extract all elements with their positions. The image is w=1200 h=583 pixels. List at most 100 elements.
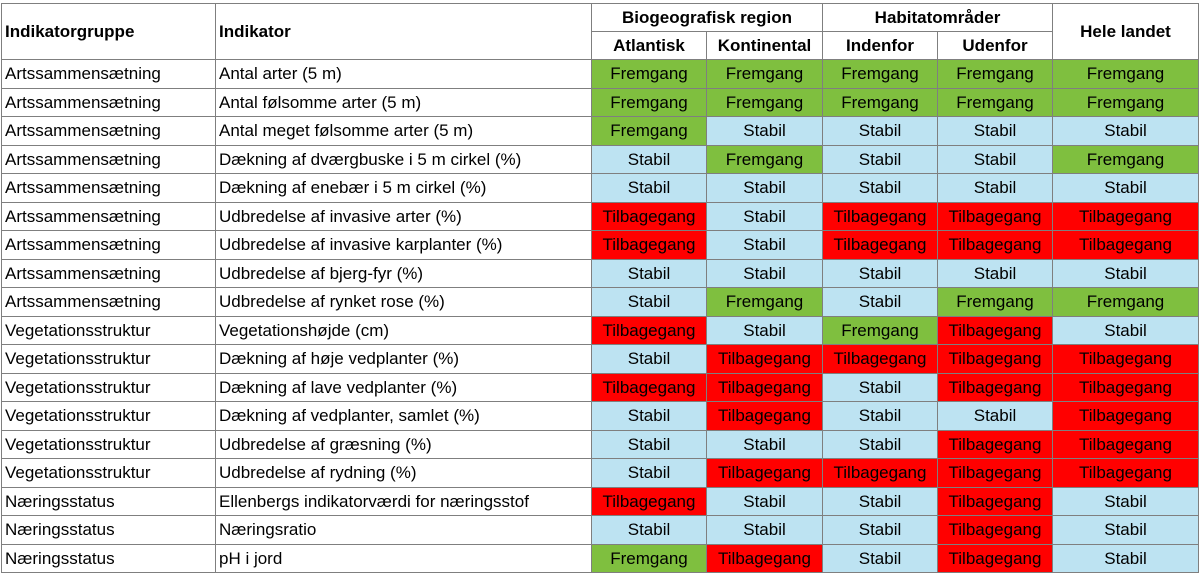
indicator-group-cell: Vegetationsstruktur xyxy=(1,344,216,374)
table-row: Vegetationsstruktur Vegetationshøjde (cm)… xyxy=(1,315,1199,345)
status-cell-whole-country: Tilbagegang xyxy=(1052,372,1199,402)
status-cell-whole-country: Stabil xyxy=(1052,116,1199,146)
indicator-group-cell: Artssammensætning xyxy=(1,87,216,117)
status-cell-outside: Stabil xyxy=(937,401,1053,431)
indicator-cell: Dækning af dværgbuske i 5 m cirkel (%) xyxy=(215,144,592,174)
status-cell-atlantic: Tilbagegang xyxy=(591,315,707,345)
status-cell-outside: Stabil xyxy=(937,173,1053,203)
status-cell-outside: Tilbagegang xyxy=(937,486,1053,516)
status-cell-continental: Fremgang xyxy=(706,87,823,117)
indicator-group-cell: Artssammensætning xyxy=(1,201,216,231)
indicator-group-cell: Artssammensætning xyxy=(1,258,216,288)
table-row: Artssammensætning Udbredelse af rynket ro… xyxy=(1,287,1199,317)
indicator-group-cell: Artssammensætning xyxy=(1,173,216,203)
status-cell-whole-country: Tilbagegang xyxy=(1052,401,1199,431)
indicator-group-cell: Artssammensætning xyxy=(1,116,216,146)
status-cell-outside: Tilbagegang xyxy=(937,344,1053,374)
status-cell-whole-country: Fremgang xyxy=(1052,87,1199,117)
status-cell-continental: Stabil xyxy=(706,230,823,260)
table-row: Artssammensætning Udbredelse af bjerg-fyr… xyxy=(1,258,1199,288)
indicator-cell: Antal meget følsomme arter (5 m) xyxy=(215,116,592,146)
status-cell-outside: Tilbagegang xyxy=(937,515,1053,545)
table-row: Artssammensætning Antal arter (5 m) Fremga… xyxy=(1,59,1199,89)
status-cell-atlantic: Stabil xyxy=(591,344,707,374)
status-cell-inside: Fremgang xyxy=(822,59,938,89)
status-cell-continental: Stabil xyxy=(706,429,823,459)
status-cell-inside: Stabil xyxy=(822,401,938,431)
status-cell-atlantic: Stabil xyxy=(591,401,707,431)
status-cell-continental: Stabil xyxy=(706,258,823,288)
status-cell-outside: Stabil xyxy=(937,258,1053,288)
status-cell-whole-country: Tilbagegang xyxy=(1052,458,1199,488)
indicator-group-cell: Næringsstatus xyxy=(1,486,216,516)
status-cell-inside: Stabil xyxy=(822,287,938,317)
status-cell-outside: Tilbagegang xyxy=(937,458,1053,488)
status-cell-atlantic: Stabil xyxy=(591,258,707,288)
table-body: Artssammensætning Antal arter (5 m) Fremga… xyxy=(1,59,1199,573)
status-cell-inside: Stabil xyxy=(822,429,938,459)
table-row: Næringsstatus pH i jord Fremgang Tilbagegan… xyxy=(1,543,1199,573)
indicator-cell: Dækning af høje vedplanter (%) xyxy=(215,344,592,374)
status-cell-atlantic: Stabil xyxy=(591,144,707,174)
status-cell-atlantic: Stabil xyxy=(591,429,707,459)
status-cell-continental: Tilbagegang xyxy=(706,372,823,402)
status-cell-inside: Stabil xyxy=(822,372,938,402)
indicator-group-cell: Artssammensætning xyxy=(1,59,216,89)
indicator-cell: Dækning af lave vedplanter (%) xyxy=(215,372,592,402)
table-row: Artssammensætning Antal meget følsomme ar… xyxy=(1,116,1199,146)
status-cell-continental: Stabil xyxy=(706,486,823,516)
status-cell-whole-country: Stabil xyxy=(1052,315,1199,345)
header-habitat-areas: Habitatområder xyxy=(822,3,1053,32)
status-cell-continental: Fremgang xyxy=(706,287,823,317)
status-cell-outside: Tilbagegang xyxy=(937,429,1053,459)
status-cell-whole-country: Stabil xyxy=(1052,515,1199,545)
status-cell-inside: Tilbagegang xyxy=(822,201,938,231)
status-cell-atlantic: Stabil xyxy=(591,173,707,203)
status-cell-atlantic: Tilbagegang xyxy=(591,486,707,516)
status-cell-atlantic: Fremgang xyxy=(591,87,707,117)
status-cell-atlantic: Fremgang xyxy=(591,116,707,146)
status-cell-outside: Fremgang xyxy=(937,87,1053,117)
header-indicator-group: Indikatorgruppe xyxy=(1,3,216,60)
status-cell-inside: Fremgang xyxy=(822,87,938,117)
indicator-cell: Antal arter (5 m) xyxy=(215,59,592,89)
header-outside: Udenfor xyxy=(937,31,1053,60)
status-cell-outside: Tilbagegang xyxy=(937,372,1053,402)
status-cell-whole-country: Fremgang xyxy=(1052,287,1199,317)
indicator-group-cell: Vegetationsstruktur xyxy=(1,429,216,459)
status-cell-whole-country: Tilbagegang xyxy=(1052,201,1199,231)
table-row: Vegetationsstruktur Udbredelse af græsnin… xyxy=(1,429,1199,459)
status-cell-outside: Fremgang xyxy=(937,287,1053,317)
status-cell-atlantic: Fremgang xyxy=(591,543,707,573)
indicator-cell: Udbredelse af invasive karplanter (%) xyxy=(215,230,592,260)
status-cell-inside: Tilbagegang xyxy=(822,458,938,488)
indicator-cell: pH i jord xyxy=(215,543,592,573)
table-row: Vegetationsstruktur Dækning af høje vedpl… xyxy=(1,344,1199,374)
table-row: Næringsstatus Næringsratio Stabil Stabil Sta… xyxy=(1,515,1199,545)
indicator-group-cell: Artssammensætning xyxy=(1,287,216,317)
indicator-cell: Udbredelse af invasive arter (%) xyxy=(215,201,592,231)
status-cell-atlantic: Stabil xyxy=(591,287,707,317)
status-cell-inside: Stabil xyxy=(822,515,938,545)
indicator-cell: Næringsratio xyxy=(215,515,592,545)
status-cell-outside: Fremgang xyxy=(937,59,1053,89)
status-cell-atlantic: Fremgang xyxy=(591,59,707,89)
status-cell-whole-country: Stabil xyxy=(1052,258,1199,288)
table-row: Vegetationsstruktur Dækning af vedplanter… xyxy=(1,401,1199,431)
indicator-group-cell: Artssammensætning xyxy=(1,144,216,174)
table-row: Vegetationsstruktur Udbredelse af rydning… xyxy=(1,458,1199,488)
status-cell-atlantic: Stabil xyxy=(591,515,707,545)
status-cell-continental: Stabil xyxy=(706,315,823,345)
table-row: Artssammensætning Antal følsomme arter (5… xyxy=(1,87,1199,117)
header-whole-country: Hele landet xyxy=(1052,3,1199,60)
status-cell-inside: Tilbagegang xyxy=(822,230,938,260)
header-inside: Indenfor xyxy=(822,31,938,60)
status-cell-whole-country: Fremgang xyxy=(1052,59,1199,89)
indicator-group-cell: Næringsstatus xyxy=(1,515,216,545)
indicator-cell: Dækning af enebær i 5 m cirkel (%) xyxy=(215,173,592,203)
status-cell-continental: Tilbagegang xyxy=(706,543,823,573)
status-cell-continental: Stabil xyxy=(706,515,823,545)
header-continental: Kontinental xyxy=(706,31,823,60)
indicator-cell: Ellenbergs indikatorværdi for næringssto… xyxy=(215,486,592,516)
indicator-cell: Antal følsomme arter (5 m) xyxy=(215,87,592,117)
